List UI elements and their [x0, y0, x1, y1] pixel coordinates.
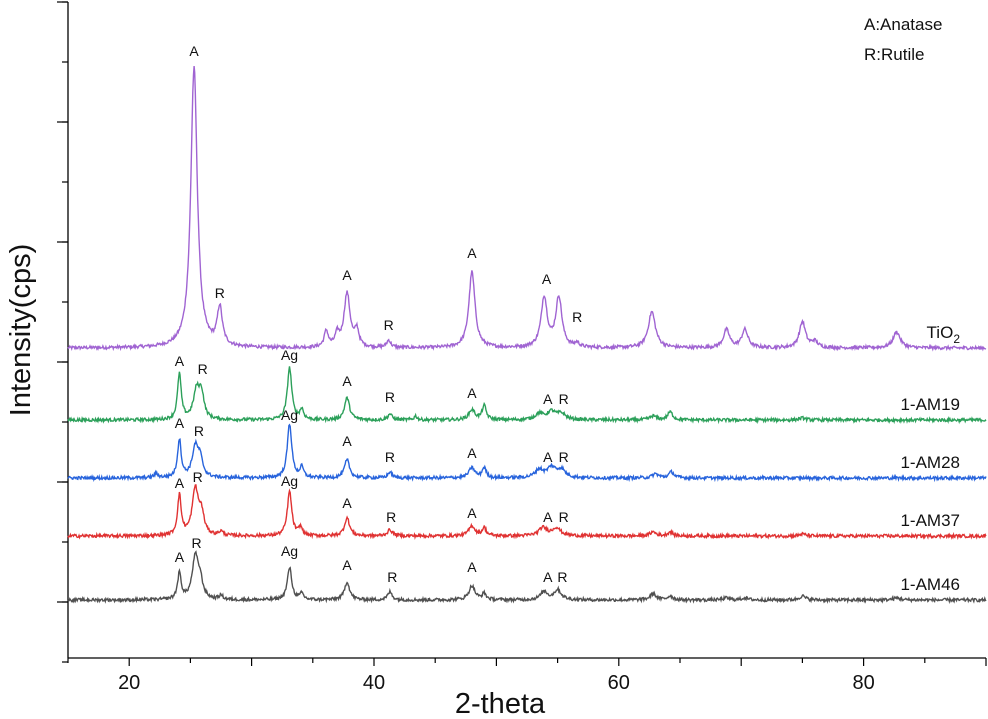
peak-label: A [543, 391, 553, 407]
peak-label: A [543, 509, 553, 525]
peak-label: R [572, 309, 582, 325]
peak-label: A [175, 475, 185, 491]
peak-label: A [175, 415, 185, 431]
peak-label: R [559, 509, 569, 525]
peak-label: A [342, 495, 352, 511]
series-label-1-am37: 1-AM37 [900, 511, 960, 530]
series-line-1-am37 [67, 484, 987, 541]
peak-label: Ag [281, 473, 298, 489]
peak-label: R [193, 469, 203, 485]
series-label-1-am28: 1-AM28 [900, 453, 960, 472]
y-axis-title: Intensity(cps) [5, 244, 37, 416]
peak-label: A [342, 557, 352, 573]
peak-label: A [542, 271, 552, 287]
x-tick-label: 60 [608, 672, 630, 694]
legend-entry-rutile: R:Rutile [864, 45, 924, 64]
peak-label: A [467, 559, 477, 575]
peak-label: R [557, 569, 567, 585]
peak-label: R [385, 449, 395, 465]
peak-label: A [467, 505, 477, 521]
series-label-subscript: 2 [953, 332, 960, 346]
peak-label: R [387, 569, 397, 585]
legend-entry-anatase: A:Anatase [864, 15, 942, 34]
series-label-tio2: TiO2 [927, 323, 961, 346]
peak-label: R [384, 317, 394, 333]
peak-label: R [386, 509, 396, 525]
series-layer [67, 65, 987, 605]
peak-label: R [194, 423, 204, 439]
peak-label: A [467, 245, 477, 261]
series-line-1-am19 [67, 366, 987, 425]
peak-label: R [191, 535, 201, 551]
peak-label: Ag [281, 407, 298, 423]
x-tick-label: 40 [363, 672, 385, 694]
peak-label: A [342, 267, 352, 283]
series-line-1-am46 [67, 550, 987, 605]
peak-label: R [385, 389, 395, 405]
x-tick-label: 20 [118, 672, 140, 694]
x-axis-title: 2-theta [455, 688, 546, 719]
legend: A:Anatase R:Rutile [864, 15, 942, 64]
axes: 20 40 60 80 [57, 1, 987, 694]
peak-label: R [198, 361, 208, 377]
peak-label: A [543, 569, 553, 585]
series-label-1-am46: 1-AM46 [900, 575, 960, 594]
series-label-main: TiO [927, 323, 954, 342]
peak-label: A [543, 449, 553, 465]
peak-label: A [342, 373, 352, 389]
peak-label: Ag [281, 543, 298, 559]
peak-label: R [559, 449, 569, 465]
x-tick-label: 80 [852, 672, 874, 694]
peak-label: R [559, 391, 569, 407]
peak-label: R [215, 285, 225, 301]
peak-label: Ag [281, 347, 298, 363]
peak-label: A [467, 445, 477, 461]
peak-label: A [189, 43, 199, 59]
peak-label: A [342, 433, 352, 449]
peak-label: A [467, 385, 477, 401]
peak-label: A [175, 353, 185, 369]
series-line-tio2 [67, 65, 987, 352]
peak-label: A [175, 549, 185, 565]
series-label-1-am19: 1-AM19 [900, 395, 960, 414]
series-line-1-am28 [67, 423, 987, 483]
